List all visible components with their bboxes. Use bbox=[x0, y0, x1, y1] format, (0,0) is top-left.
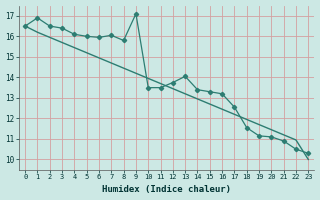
X-axis label: Humidex (Indice chaleur): Humidex (Indice chaleur) bbox=[102, 185, 231, 194]
